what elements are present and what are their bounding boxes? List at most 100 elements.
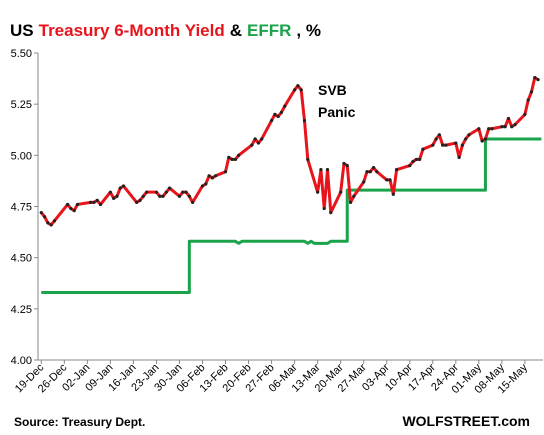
point [230, 157, 234, 162]
point [408, 163, 412, 168]
point [164, 190, 168, 194]
point [457, 155, 461, 159]
point [487, 127, 491, 131]
point [207, 174, 211, 178]
point [536, 78, 540, 82]
y-tick-label: 4.25 [11, 304, 32, 316]
title-part: Treasury 6-Month Yield [39, 21, 225, 40]
point [329, 211, 333, 215]
point [253, 137, 257, 141]
point [46, 221, 50, 225]
point [135, 200, 139, 205]
source: Source: Treasury Dept. [14, 415, 145, 429]
point [348, 200, 353, 205]
point [483, 137, 488, 141]
point [250, 143, 254, 147]
point [256, 141, 261, 145]
point [365, 170, 369, 174]
point [118, 186, 122, 190]
point [158, 194, 162, 198]
point [161, 194, 165, 198]
point [352, 194, 356, 198]
point [345, 163, 349, 168]
point [223, 170, 228, 174]
y-tick-label: 5.00 [11, 150, 32, 162]
point [391, 192, 395, 196]
y-tick-label: 5.50 [11, 48, 32, 60]
point [204, 182, 208, 186]
point [500, 125, 504, 129]
point [513, 123, 517, 127]
point [115, 194, 119, 198]
point [269, 118, 274, 123]
point [121, 184, 126, 188]
point [319, 168, 323, 172]
point [316, 190, 320, 194]
title-part: & [230, 21, 242, 40]
point [210, 176, 214, 180]
point [89, 200, 93, 205]
point [141, 194, 145, 198]
point [42, 215, 47, 219]
point [276, 114, 280, 119]
point [306, 157, 310, 162]
chart-title: US Treasury 6-Month Yield & EFFR , % [10, 21, 321, 40]
point [154, 190, 159, 194]
point [325, 168, 330, 172]
point [233, 157, 237, 162]
point [200, 184, 205, 188]
point [177, 194, 182, 198]
credit: WOLFSTREET.com [402, 413, 530, 429]
point [187, 194, 191, 198]
point [394, 168, 399, 172]
point [441, 143, 445, 147]
point [214, 174, 218, 178]
point [322, 206, 326, 211]
point [181, 190, 185, 194]
y-tick-label: 4.50 [11, 253, 32, 265]
point [184, 190, 188, 194]
point [191, 200, 195, 205]
point [418, 157, 422, 162]
point [529, 90, 534, 94]
title-part: EFFR [247, 21, 291, 40]
point [437, 133, 441, 137]
annotation: SVB [318, 82, 347, 98]
point [523, 112, 527, 116]
point [506, 116, 511, 121]
point [138, 198, 142, 202]
point [167, 186, 172, 190]
point [237, 153, 241, 157]
point [414, 157, 418, 162]
point [444, 143, 448, 147]
point [503, 125, 507, 129]
point [467, 133, 471, 137]
title-part: , % [296, 21, 321, 40]
point [260, 137, 264, 141]
point [460, 143, 464, 147]
annotation: Panic [318, 104, 356, 120]
point [52, 219, 57, 223]
y-tick-label: 4.00 [11, 355, 32, 367]
point [296, 84, 300, 88]
point [385, 178, 389, 182]
point [421, 147, 425, 151]
point [302, 118, 307, 123]
point [98, 202, 103, 207]
point [273, 112, 277, 116]
point [39, 211, 43, 215]
point [526, 98, 530, 102]
point [490, 127, 494, 131]
y-tick-label: 5.25 [11, 99, 32, 111]
point [293, 88, 297, 92]
point [371, 166, 376, 170]
point [342, 161, 346, 166]
point [279, 110, 284, 114]
series-line [40, 76, 539, 227]
point [431, 143, 435, 147]
point [388, 178, 392, 182]
point [510, 125, 514, 129]
point [69, 206, 73, 211]
point [283, 104, 287, 108]
